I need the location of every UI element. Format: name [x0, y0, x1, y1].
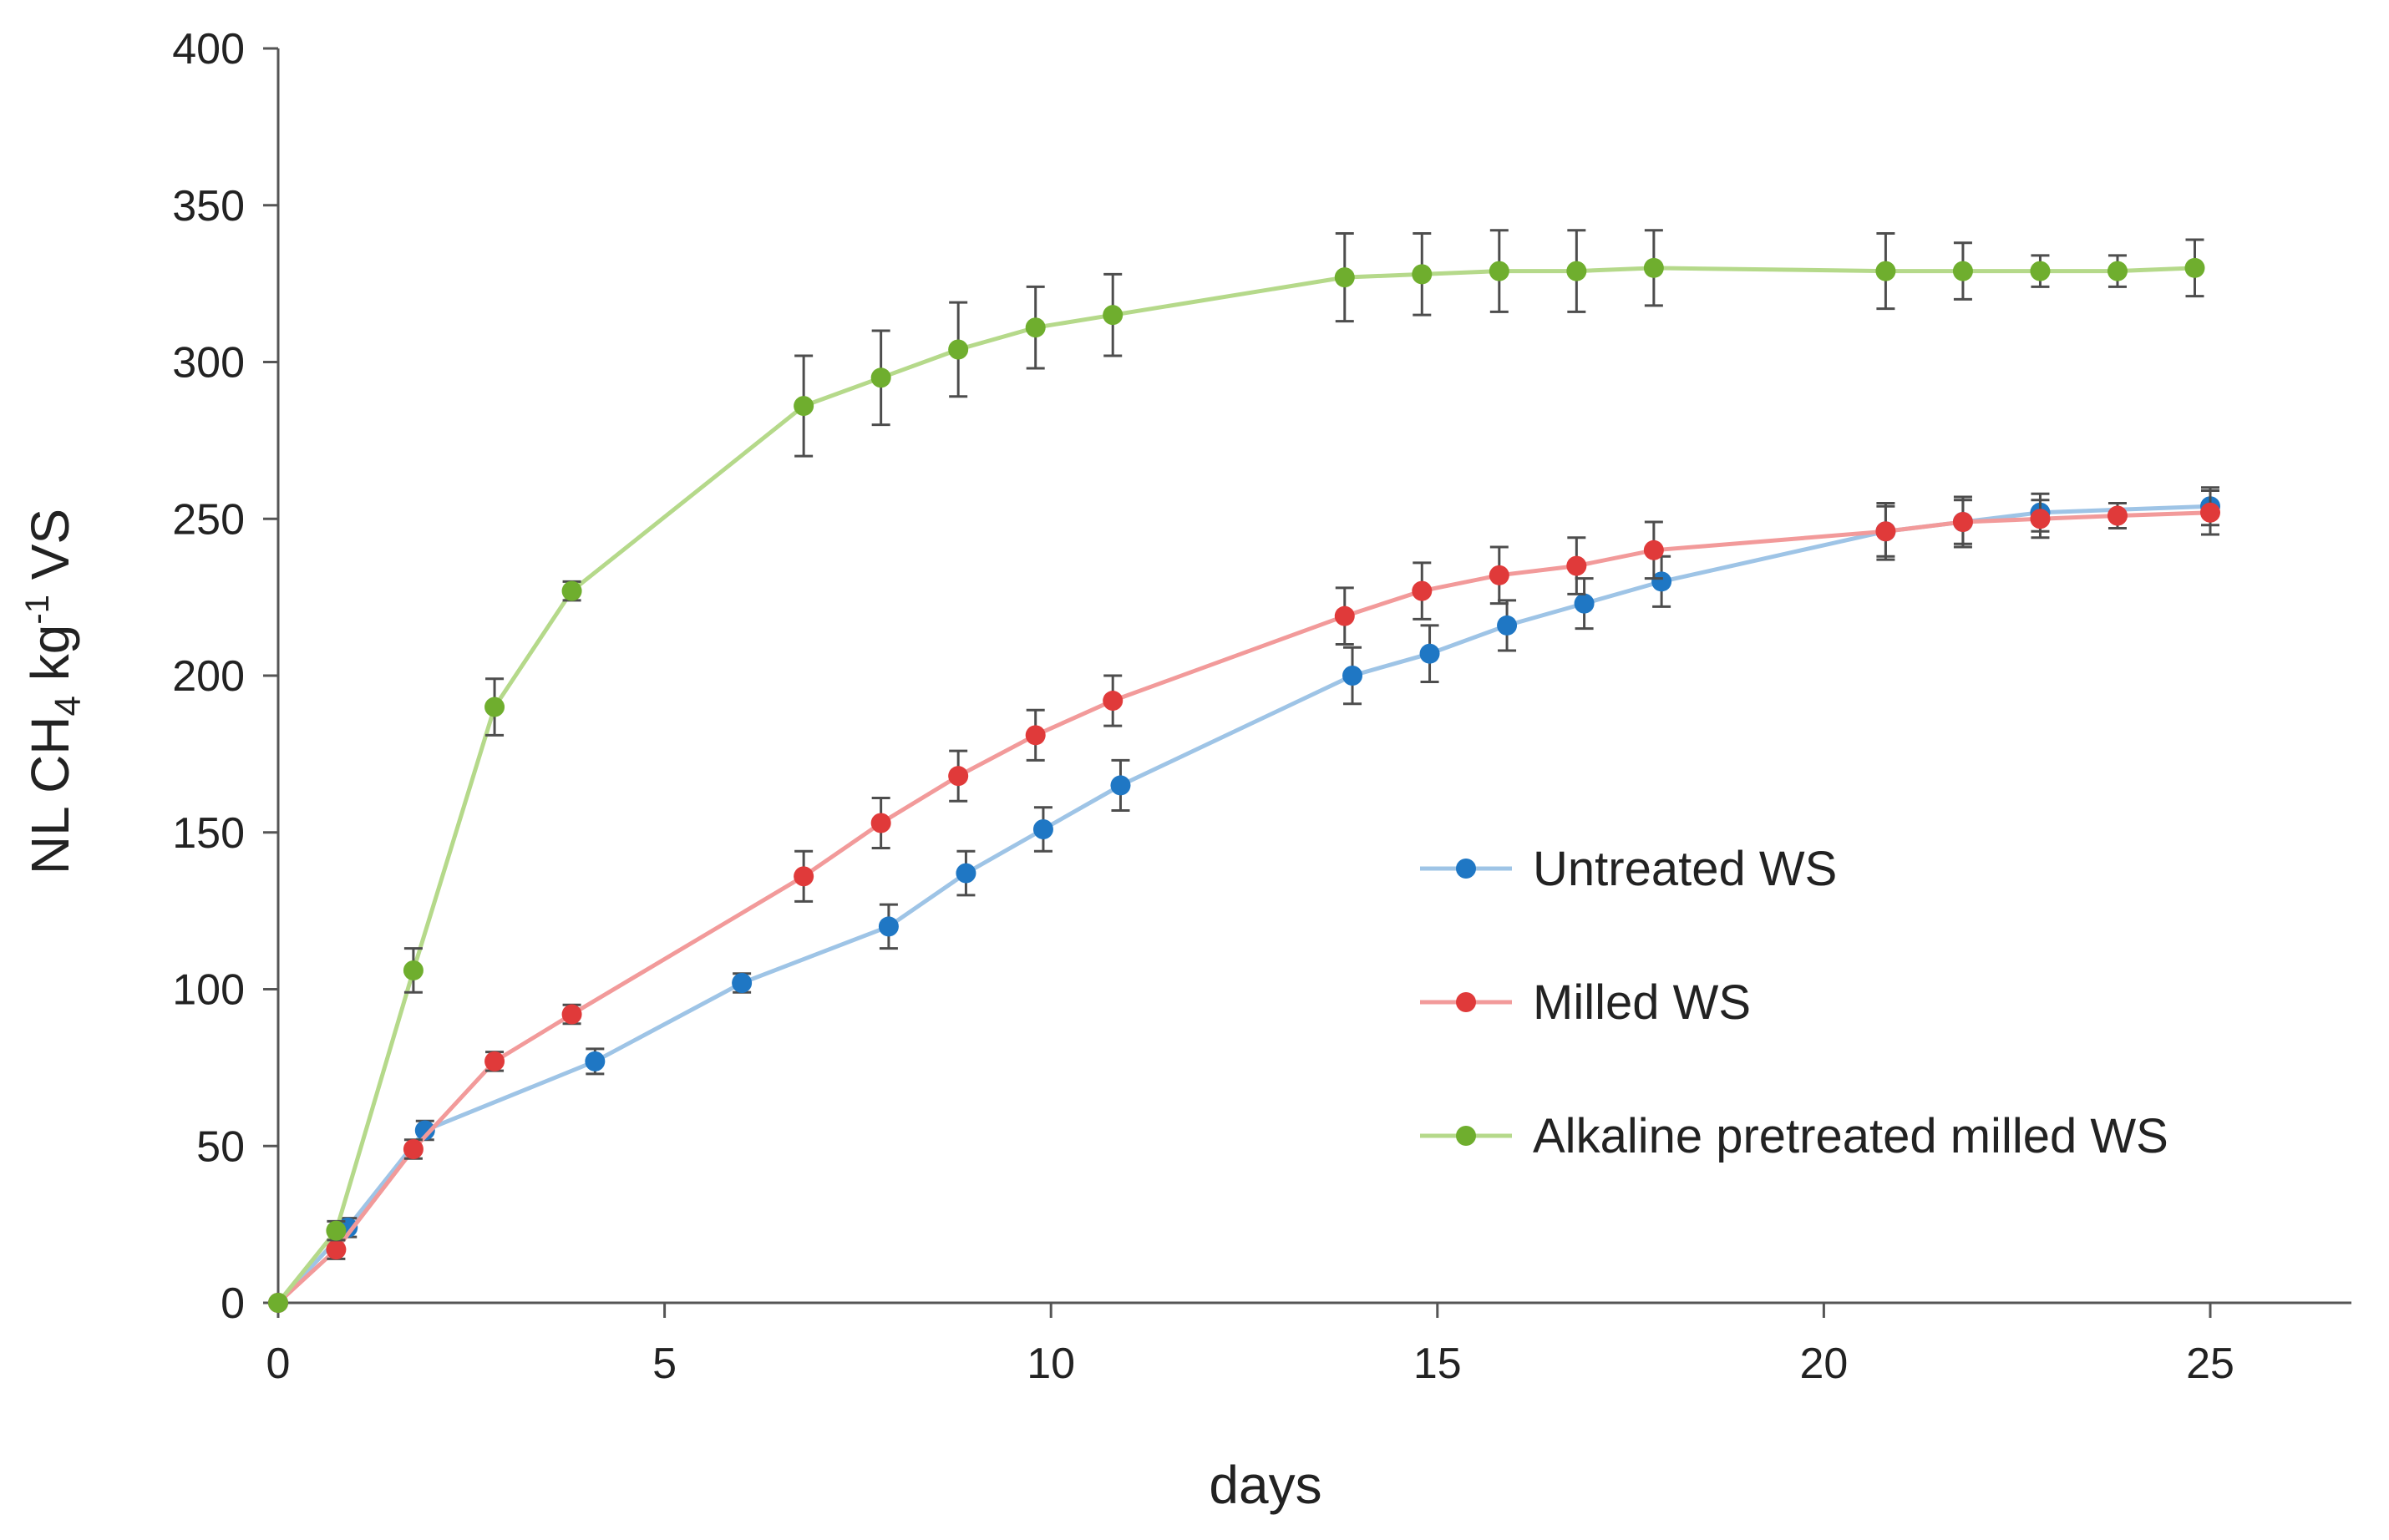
data-point [1643, 257, 1664, 278]
data-point [1643, 540, 1664, 560]
series-1 [268, 489, 2220, 1313]
data-point [1574, 593, 1595, 614]
data-point [1412, 580, 1433, 601]
data-point [1651, 571, 1672, 592]
legend-label: Milled WS [1533, 975, 1751, 1030]
x-tick-label: 5 [652, 1340, 677, 1388]
data-point [1103, 691, 1123, 712]
data-point [1489, 565, 1509, 585]
data-point [956, 863, 976, 884]
data-point [414, 1120, 435, 1141]
data-point [326, 1239, 347, 1260]
data-point [268, 1293, 288, 1313]
data-point [1419, 643, 1440, 664]
y-tick-label: 100 [172, 966, 245, 1015]
series-0 [268, 486, 2220, 1313]
data-point [2030, 261, 2051, 281]
data-point [1110, 775, 1131, 796]
data-point [1032, 818, 1053, 839]
series-layer [268, 229, 2220, 1313]
legend-label: Untreated WS [1533, 842, 1837, 896]
data-point [1875, 521, 1896, 542]
legend-marker [1456, 992, 1476, 1012]
data-point [403, 1139, 424, 1160]
data-point [870, 367, 891, 388]
data-point [1566, 261, 1587, 281]
data-point [948, 339, 969, 360]
data-point [561, 1004, 582, 1025]
legend: Untreated WS Milled WS Alkaline pretreated… [1420, 842, 2168, 1163]
data-point [878, 916, 899, 937]
data-point [870, 813, 891, 833]
data-point [484, 1051, 505, 1071]
data-point [2107, 505, 2128, 526]
data-point [1025, 725, 1046, 746]
axes: 0 50 100 150 200 250 300 350 400 0 5 10 15 20 25 [172, 25, 2351, 1388]
data-point [1025, 317, 1046, 338]
data-point [326, 1220, 347, 1241]
y-tick-label: 400 [172, 25, 245, 73]
x-tick-label: 0 [266, 1340, 291, 1388]
legend-marker [1456, 859, 1476, 879]
data-point [1412, 264, 1433, 285]
legend-marker [1456, 1126, 1476, 1146]
data-point [585, 1051, 606, 1071]
data-point [2184, 257, 2205, 278]
y-axis-title: NL CH4 kg-1 VS [19, 509, 89, 874]
data-point [2200, 502, 2220, 523]
data-point [403, 960, 424, 980]
legend-label: Alkaline pretreated milled WS [1533, 1109, 2168, 1163]
series-line [276, 266, 2195, 1304]
data-point [1103, 305, 1123, 326]
data-point [948, 766, 969, 787]
data-point [1334, 267, 1355, 288]
data-point [794, 396, 814, 417]
y-tick-label: 300 [172, 339, 245, 388]
y-tick-label: 250 [172, 495, 245, 544]
series-2 [268, 229, 2205, 1313]
data-point [2107, 261, 2128, 281]
x-axis-title: days [1209, 1455, 1321, 1515]
x-tick-label: 15 [1413, 1340, 1462, 1388]
y-tick-label: 0 [221, 1279, 245, 1328]
data-point [1952, 261, 1973, 281]
legend-item: Milled WS [1420, 975, 1751, 1030]
y-tick-label: 200 [172, 652, 245, 701]
data-point [484, 697, 505, 717]
data-point [1334, 605, 1355, 626]
data-point [1497, 615, 1518, 636]
data-point [1875, 261, 1896, 281]
data-point [1489, 261, 1509, 281]
data-point [732, 972, 753, 993]
y-tick-label: 350 [172, 182, 245, 230]
data-point [1566, 555, 1587, 576]
legend-item: Alkaline pretreated milled WS [1420, 1109, 2168, 1163]
series-line [276, 504, 2211, 1304]
data-point [794, 866, 814, 887]
y-tick-label: 50 [196, 1122, 245, 1171]
x-tick-label: 25 [2186, 1340, 2234, 1388]
series-line [276, 510, 2211, 1304]
x-tick-label: 10 [1027, 1340, 1075, 1388]
x-tick-label: 20 [1799, 1340, 1848, 1388]
data-point [1342, 666, 1363, 686]
y-tick-label: 150 [172, 809, 245, 858]
data-point [561, 580, 582, 601]
data-point [2030, 509, 2051, 529]
data-point [1952, 512, 1973, 533]
legend-item: Untreated WS [1420, 842, 1837, 896]
